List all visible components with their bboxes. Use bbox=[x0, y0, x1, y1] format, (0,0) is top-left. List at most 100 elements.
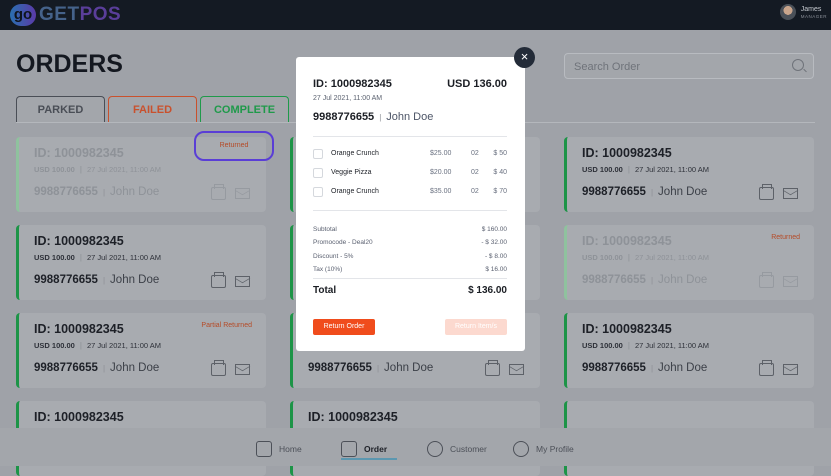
order-card[interactable]: ID: 1000982345 USD 100.00 | 27 Jul 2021, 11… bbox=[564, 313, 814, 388]
summary-value: - $ 8.00 bbox=[484, 252, 507, 260]
search-icon[interactable] bbox=[792, 59, 804, 71]
status-badge: Returned bbox=[771, 234, 800, 241]
order-customer: 9988776655 | John Doe bbox=[34, 274, 159, 286]
page-title: ORDERS bbox=[16, 50, 123, 78]
summary-label: Discount - 5% bbox=[313, 252, 354, 260]
nav-label: My Profile bbox=[536, 444, 574, 454]
order-icon bbox=[341, 441, 357, 457]
print-icon[interactable] bbox=[759, 272, 774, 288]
order-meta: USD 100.00 | 27 Jul 2021, 11:00 AM bbox=[582, 165, 709, 174]
mail-icon[interactable] bbox=[235, 364, 250, 375]
order-customer: 9988776655 | John Doe bbox=[34, 362, 159, 374]
logo-pos: POS bbox=[79, 4, 122, 25]
logo-text: GETPOS bbox=[39, 4, 121, 26]
total-value: $ 136.00 bbox=[468, 285, 507, 296]
separator: | bbox=[102, 188, 106, 197]
summary-value: - $ 32.00 bbox=[481, 239, 507, 247]
user-menu[interactable]: James MANAGER bbox=[779, 4, 827, 20]
mail-icon[interactable] bbox=[509, 364, 524, 375]
tab-parked[interactable]: PARKED bbox=[16, 96, 105, 123]
print-icon[interactable] bbox=[759, 360, 774, 376]
item-checkbox[interactable] bbox=[313, 168, 323, 178]
item-name: Veggie Pizza bbox=[331, 169, 372, 176]
order-card[interactable]: ID: 1000982345 USD 100.00 | 27 Jul 2021, 11… bbox=[16, 313, 266, 388]
nav-label: Order bbox=[364, 444, 388, 454]
home-icon bbox=[256, 441, 272, 457]
modal-order-id: ID: 1000982345 bbox=[313, 78, 392, 90]
return-items-button[interactable]: Return Item/s bbox=[445, 319, 507, 335]
nav-customer[interactable]: Customer bbox=[427, 441, 487, 457]
order-customer: 9988776655 | John Doe bbox=[308, 362, 433, 374]
order-card[interactable]: ID: 1000982345 USD 100.00 | 27 Jul 2021, 11… bbox=[16, 131, 274, 212]
order-amount: USD 100.00 bbox=[34, 341, 75, 350]
summary-label: Subtotal bbox=[313, 226, 337, 233]
customer-phone: 9988776655 bbox=[313, 111, 375, 123]
logo[interactable]: go GETPOS bbox=[10, 4, 121, 26]
order-item-row: Orange Crunch $25.00 02 $ 50 bbox=[313, 147, 507, 161]
summary-row: Subtotal $ 160.00 bbox=[313, 226, 507, 233]
top-bar: go GETPOS James MANAGER bbox=[0, 0, 831, 30]
search-input[interactable]: Search Order bbox=[564, 53, 814, 79]
print-icon[interactable] bbox=[211, 184, 226, 200]
customer-phone: 9988776655 bbox=[34, 186, 98, 198]
separator: | bbox=[650, 188, 654, 197]
order-customer: 9988776655 | John Doe bbox=[582, 186, 707, 198]
close-modal-button[interactable]: × bbox=[514, 47, 535, 68]
order-customer: 9988776655 | John Doe bbox=[34, 186, 159, 198]
mail-icon[interactable] bbox=[783, 276, 798, 287]
separator: | bbox=[650, 276, 654, 285]
separator: | bbox=[627, 341, 630, 350]
customer-phone: 9988776655 bbox=[582, 186, 646, 198]
print-icon[interactable] bbox=[211, 360, 226, 376]
nav-home[interactable]: Home bbox=[256, 441, 302, 457]
customer-name: John Doe bbox=[658, 362, 708, 374]
profile-icon bbox=[513, 441, 529, 457]
order-id: ID: 1000982345 bbox=[582, 234, 672, 248]
print-icon[interactable] bbox=[759, 184, 774, 200]
nav-order[interactable]: Order bbox=[341, 441, 387, 457]
print-icon[interactable] bbox=[485, 360, 500, 376]
order-detail-modal: ID: 1000982345 USD 136.00 27 Jul 2021, 1… bbox=[296, 57, 525, 351]
tab-complete[interactable]: COMPLETE bbox=[200, 96, 289, 123]
order-amount: USD 100.00 bbox=[34, 253, 75, 262]
order-item-row: Orange Crunch $35.00 02 $ 70 bbox=[313, 185, 507, 199]
customer-phone: 9988776655 bbox=[582, 274, 646, 286]
order-id: ID: 1000982345 bbox=[34, 410, 124, 424]
order-customer: 9988776655 | John Doe bbox=[582, 274, 707, 286]
order-id: ID: 1000982345 bbox=[34, 146, 124, 160]
item-total: $ 40 bbox=[493, 169, 507, 176]
order-card[interactable]: ID: 1000982345 USD 100.00 | 27 Jul 2021, 11… bbox=[16, 225, 266, 300]
summary-label: Tax (10%) bbox=[313, 265, 343, 273]
total-label: Total bbox=[313, 285, 337, 296]
mail-icon[interactable] bbox=[235, 188, 250, 199]
nav-my-profile[interactable]: My Profile bbox=[513, 441, 574, 457]
return-order-button[interactable]: Return Order bbox=[313, 319, 375, 335]
tab-failed[interactable]: FAILED bbox=[108, 96, 197, 123]
separator: | bbox=[102, 364, 106, 373]
order-id: ID: 1000982345 bbox=[582, 322, 672, 336]
mail-icon[interactable] bbox=[235, 276, 250, 287]
mail-icon[interactable] bbox=[783, 364, 798, 375]
separator: | bbox=[79, 165, 82, 174]
order-card[interactable]: ID: 1000982345 USD 100.00 | 27 Jul 2021, 11… bbox=[564, 137, 814, 212]
item-checkbox[interactable] bbox=[313, 149, 323, 159]
order-meta: USD 100.00 | 27 Jul 2021, 11:00 AM bbox=[582, 253, 709, 262]
order-id: ID: 1000982345 bbox=[34, 322, 124, 336]
item-qty: 02 bbox=[471, 188, 479, 195]
customer-name: John Doe bbox=[110, 186, 160, 198]
mail-icon[interactable] bbox=[783, 188, 798, 199]
search-placeholder: Search Order bbox=[574, 61, 641, 73]
summary-row: Tax (10%) $ 16.00 bbox=[313, 266, 507, 273]
order-amount: USD 100.00 bbox=[582, 341, 623, 350]
customer-icon bbox=[427, 441, 443, 457]
item-name: Orange Crunch bbox=[331, 150, 379, 157]
item-checkbox[interactable] bbox=[313, 187, 323, 197]
customer-name: John Doe bbox=[658, 186, 708, 198]
separator: | bbox=[627, 165, 630, 174]
customer-name: John Doe bbox=[384, 362, 434, 374]
customer-phone: 9988776655 bbox=[34, 274, 98, 286]
print-icon[interactable] bbox=[211, 272, 226, 288]
user-name: James bbox=[800, 5, 822, 13]
order-card[interactable]: ID: 1000982345 USD 100.00 | 27 Jul 2021, 11… bbox=[564, 225, 814, 300]
customer-name: John Doe bbox=[386, 111, 434, 123]
